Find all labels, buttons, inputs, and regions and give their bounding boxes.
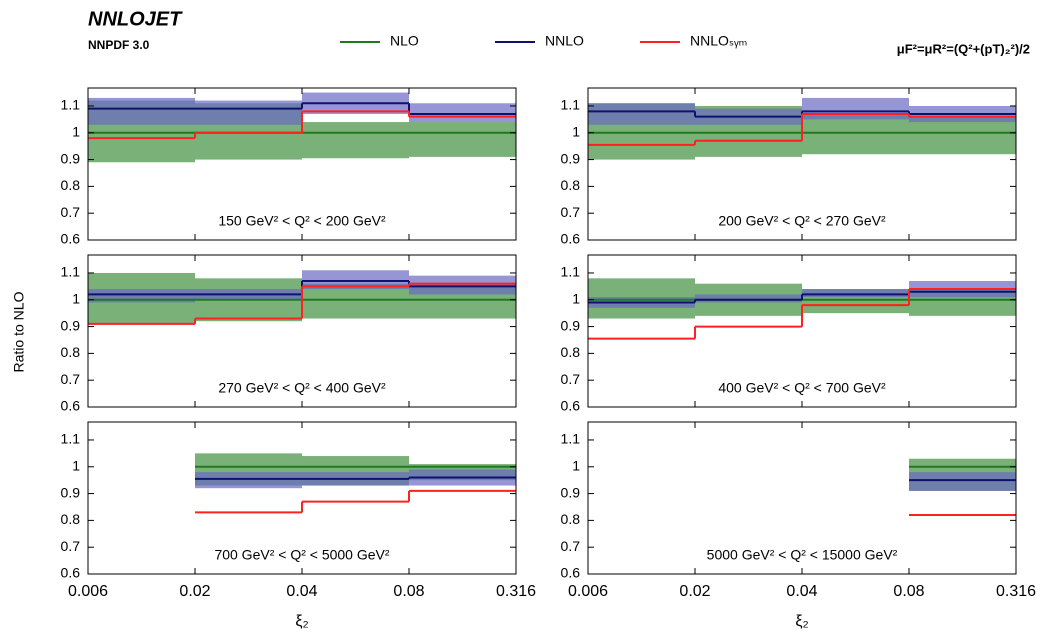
error-band: [695, 294, 802, 303]
y-tick-label: 0.7: [61, 204, 81, 220]
x-tick-label: 0.316: [996, 583, 1036, 600]
error-band: [802, 114, 909, 155]
x-axis-label: ξ₂: [795, 613, 808, 630]
y-tick-label: 0.6: [561, 231, 581, 247]
panel-label: 5000 GeV² < Q² < 15000 GeV²: [707, 547, 898, 563]
y-tick-label: 0.7: [561, 538, 581, 554]
legend-label: NNLO: [545, 33, 584, 49]
x-tick-label: 0.006: [68, 583, 108, 600]
y-tick-label: 1: [72, 123, 80, 139]
x-tick-label: 0.04: [286, 583, 317, 600]
y-tick-label: 0.9: [561, 150, 581, 166]
y-tick-label: 0.9: [561, 484, 581, 500]
y-tick-label: 0.8: [61, 344, 81, 360]
y-tick-label: 0.7: [61, 371, 81, 387]
error-band: [909, 472, 1016, 491]
y-tick-label: 0.8: [61, 511, 81, 527]
error-band: [302, 122, 409, 159]
y-tick-label: 0.6: [561, 398, 581, 414]
legend-label: NNLOₛᵧₘ: [690, 33, 747, 49]
y-tick-label: 0.8: [561, 177, 581, 193]
y-tick-label: 1.1: [561, 97, 581, 113]
y-tick-label: 0.9: [61, 317, 81, 333]
error-band: [588, 103, 695, 125]
error-band: [409, 275, 516, 295]
x-tick-label: 0.006: [568, 583, 608, 600]
y-tick-label: 1.1: [61, 264, 81, 280]
y-tick-label: 0.8: [561, 511, 581, 527]
panel-label: 700 GeV² < Q² < 5000 GeV²: [214, 547, 389, 563]
chart-title: NNLOJET: [88, 8, 183, 30]
error-band: [302, 270, 409, 290]
y-tick-label: 0.9: [561, 317, 581, 333]
y-tick-label: 0.6: [61, 565, 81, 581]
y-tick-label: 1: [572, 290, 580, 306]
error-band: [802, 289, 909, 298]
y-tick-label: 1: [72, 457, 80, 473]
panel-label: 400 GeV² < Q² < 700 GeV²: [718, 380, 886, 396]
error-band: [909, 116, 1016, 155]
error-band: [302, 283, 409, 319]
y-tick-label: 0.6: [61, 231, 81, 247]
scale-label: μF²=μR²=(Q²+(pT)₂²)/2: [897, 41, 1030, 56]
y-tick-label: 0.6: [561, 565, 581, 581]
error-band: [195, 100, 302, 125]
y-tick-label: 0.9: [61, 484, 81, 500]
x-tick-label: 0.04: [786, 583, 817, 600]
error-band: [88, 97, 195, 125]
y-tick-label: 0.8: [561, 344, 581, 360]
y-axis-label: Ratio to NLO: [11, 291, 27, 372]
x-tick-label: 0.02: [679, 583, 710, 600]
panel-label: 270 GeV² < Q² < 400 GeV²: [218, 380, 386, 396]
x-tick-label: 0.08: [893, 583, 924, 600]
error-band: [802, 97, 909, 120]
y-tick-label: 1: [72, 290, 80, 306]
legend-label: NLO: [390, 33, 419, 49]
y-tick-label: 1: [572, 123, 580, 139]
y-tick-label: 1.1: [561, 264, 581, 280]
error-band: [195, 472, 302, 489]
y-tick-label: 1.1: [61, 431, 81, 447]
x-tick-label: 0.316: [496, 583, 536, 600]
x-tick-label: 0.08: [393, 583, 424, 600]
panel-label: 200 GeV² < Q² < 270 GeV²: [718, 213, 886, 229]
panel-label: 150 GeV² < Q² < 200 GeV²: [218, 213, 386, 229]
error-band: [409, 103, 516, 123]
y-tick-label: 0.8: [61, 177, 81, 193]
y-tick-label: 1.1: [561, 431, 581, 447]
y-tick-label: 0.7: [61, 538, 81, 554]
y-tick-label: 0.7: [561, 371, 581, 387]
y-tick-label: 0.9: [61, 150, 81, 166]
y-tick-label: 1: [572, 457, 580, 473]
x-axis-label: ξ₂: [295, 613, 308, 630]
x-tick-label: 0.02: [179, 583, 210, 600]
y-tick-label: 0.7: [561, 204, 581, 220]
y-tick-label: 0.6: [61, 398, 81, 414]
error-band: [409, 122, 516, 157]
chart-subtitle: NNPDF 3.0: [88, 38, 150, 52]
y-tick-label: 1.1: [61, 97, 81, 113]
